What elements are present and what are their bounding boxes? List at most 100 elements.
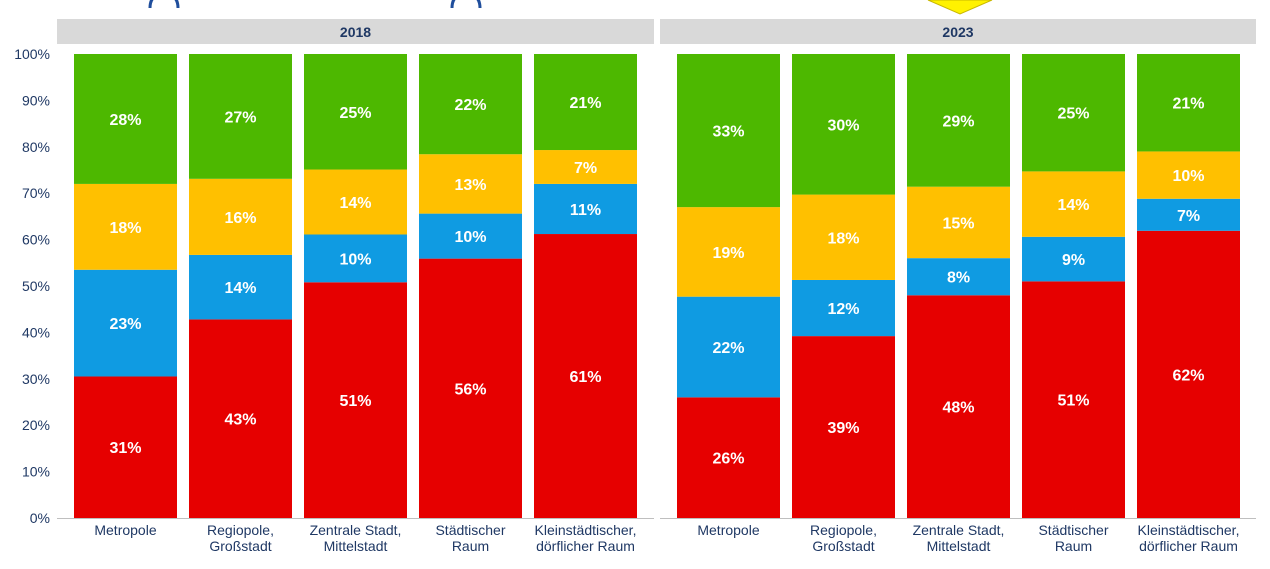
bar-segment-yellow bbox=[677, 207, 780, 297]
bar-segment-yellow bbox=[907, 186, 1010, 259]
bar-segment-yellow bbox=[304, 169, 407, 235]
data-label: 62% bbox=[1172, 367, 1204, 384]
y-tick-label: 90% bbox=[22, 92, 50, 108]
data-label: 25% bbox=[1057, 106, 1089, 123]
data-label: 16% bbox=[224, 210, 256, 227]
y-tick-label: 60% bbox=[22, 232, 50, 248]
data-label: 61% bbox=[569, 369, 601, 386]
category-label: Städtischer Raum bbox=[1038, 522, 1108, 554]
panel-header-strip bbox=[660, 19, 1256, 44]
bar-segment-green bbox=[1137, 54, 1240, 152]
data-label: 9% bbox=[1062, 252, 1085, 269]
data-label: 39% bbox=[827, 420, 859, 437]
bar-segment-blue bbox=[304, 234, 407, 283]
data-label: 26% bbox=[712, 451, 744, 468]
bar-segment-green bbox=[677, 54, 780, 208]
data-label: 22% bbox=[454, 97, 486, 114]
panel-title: 2023 bbox=[942, 24, 973, 40]
data-label: 25% bbox=[339, 105, 371, 122]
category-label: Regiopole, Großstadt bbox=[810, 522, 877, 554]
y-tick-label: 10% bbox=[22, 464, 50, 480]
data-label: 11% bbox=[570, 202, 601, 219]
y-tick-label: 80% bbox=[22, 139, 50, 155]
y-tick-label: 0% bbox=[30, 510, 50, 526]
panel-title: 2018 bbox=[340, 24, 371, 40]
bar-segment-yellow bbox=[1022, 171, 1125, 237]
bar-segment-green bbox=[304, 54, 407, 170]
bar-segment-green bbox=[74, 54, 177, 184]
y-tick-label: 50% bbox=[22, 278, 50, 294]
y-tick-label: 20% bbox=[22, 417, 50, 433]
bar-segment-yellow bbox=[1137, 151, 1240, 199]
bar-segment-red bbox=[534, 234, 637, 519]
bar-segment-green bbox=[419, 54, 522, 155]
data-label: 31% bbox=[109, 440, 141, 457]
bar-segment-blue bbox=[534, 183, 637, 235]
bar-segment-blue bbox=[74, 269, 177, 377]
data-label: 10% bbox=[339, 251, 371, 268]
bar-segment-red bbox=[419, 258, 522, 518]
bar-segment-blue bbox=[419, 213, 522, 259]
category-label: Metropole bbox=[697, 522, 759, 538]
y-tick-label: 30% bbox=[22, 371, 50, 387]
data-label: 14% bbox=[339, 195, 371, 212]
data-label: 51% bbox=[1057, 393, 1089, 410]
top-decoration bbox=[148, 0, 993, 15]
marker-arrow-icon bbox=[927, 0, 993, 15]
data-label: 56% bbox=[454, 381, 486, 398]
bar-segment-red bbox=[1137, 230, 1240, 518]
panel-2023: 2023 26% 22% 19% 33% Metropole 39% 12% 18% 30% Reg… bbox=[660, 19, 1256, 554]
bar-segment-blue bbox=[189, 254, 292, 320]
bar-segment-red bbox=[677, 397, 780, 518]
y-tick-label: 100% bbox=[14, 46, 50, 62]
data-label: 12% bbox=[827, 301, 859, 318]
bar-segment-blue bbox=[792, 279, 895, 337]
data-label: 28% bbox=[109, 112, 141, 129]
bar-segment-yellow bbox=[189, 178, 292, 255]
data-label: 7% bbox=[1177, 208, 1200, 225]
bar-segment-red bbox=[74, 376, 177, 518]
bar-segment-blue bbox=[1137, 198, 1240, 231]
data-label: 10% bbox=[454, 229, 486, 246]
category-label: Zentrale Stadt, Mittelstadt bbox=[310, 522, 402, 554]
bar-segment-yellow bbox=[792, 194, 895, 280]
panels-layer: 2018 31% 23% 18% 28% Metropole 43% 14% 16% 27% Reg… bbox=[57, 19, 1256, 554]
data-label: 7% bbox=[574, 160, 597, 177]
bar-segment-blue bbox=[677, 296, 780, 398]
bar-segment-red bbox=[907, 295, 1010, 518]
bar-segment-blue bbox=[907, 258, 1010, 296]
data-label: 51% bbox=[339, 393, 371, 410]
category-label: Metropole bbox=[94, 522, 156, 538]
data-label: 13% bbox=[454, 177, 486, 194]
title-fragment-1 bbox=[148, 0, 180, 9]
data-label: 19% bbox=[712, 245, 744, 262]
bar-segment-yellow bbox=[419, 154, 522, 214]
data-label: 14% bbox=[224, 280, 256, 297]
data-label: 30% bbox=[827, 117, 859, 134]
data-label: 8% bbox=[947, 270, 970, 287]
bar-segment-yellow bbox=[534, 150, 637, 184]
bar-segment-green bbox=[792, 54, 895, 195]
bar-segment-green bbox=[189, 54, 292, 179]
data-label: 29% bbox=[942, 113, 974, 130]
data-label: 18% bbox=[109, 220, 141, 237]
data-label: 10% bbox=[1172, 168, 1204, 185]
bar-segment-green bbox=[534, 54, 637, 151]
category-label: Städtischer Raum bbox=[435, 522, 505, 554]
panel-header-strip bbox=[57, 19, 654, 44]
data-label: 14% bbox=[1057, 197, 1089, 214]
data-label: 15% bbox=[942, 215, 974, 232]
data-label: 43% bbox=[224, 412, 256, 429]
y-tick-label: 40% bbox=[22, 324, 50, 340]
bar-segment-red bbox=[1022, 281, 1125, 518]
data-label: 48% bbox=[942, 400, 974, 417]
category-label: Regiopole, Großstadt bbox=[207, 522, 274, 554]
bar-segment-red bbox=[792, 336, 895, 518]
category-label: Zentrale Stadt, Mittelstadt bbox=[913, 522, 1005, 554]
bar-segment-green bbox=[1022, 54, 1125, 172]
panel-2018: 2018 31% 23% 18% 28% Metropole 43% 14% 16% 27% Reg… bbox=[57, 19, 654, 554]
data-label: 27% bbox=[224, 109, 256, 126]
data-label: 21% bbox=[1172, 96, 1204, 113]
data-label: 33% bbox=[712, 124, 744, 141]
